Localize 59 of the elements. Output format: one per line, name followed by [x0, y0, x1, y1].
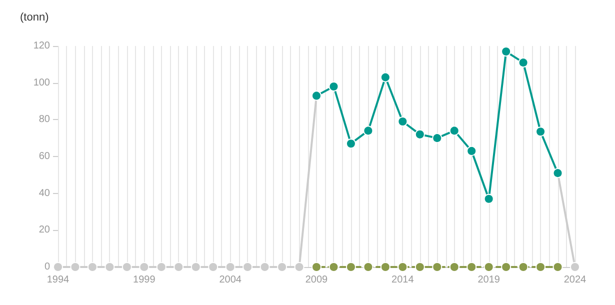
point [87, 262, 98, 272]
point [414, 129, 425, 140]
point [484, 194, 494, 204]
point [277, 262, 288, 272]
point [346, 138, 356, 149]
point [518, 262, 528, 272]
x-tick-label: 2014 [392, 274, 414, 286]
point [328, 82, 339, 92]
point [363, 262, 374, 272]
x-tick-label: 2009 [305, 274, 328, 286]
point [53, 262, 63, 272]
point [484, 262, 494, 272]
point [156, 262, 166, 272]
point [312, 262, 322, 272]
point [122, 262, 132, 272]
point [208, 262, 218, 272]
point [536, 262, 546, 272]
point [363, 126, 374, 136]
x-tick-label: 2024 [564, 274, 587, 286]
y-tick-label: 20 [38, 224, 50, 236]
y-tick-label: 60 [38, 151, 50, 162]
point [501, 262, 512, 272]
x-tick-label: 2004 [219, 274, 242, 286]
x-tick-label: 2019 [478, 274, 500, 286]
y-tick-label: 80 [38, 114, 50, 126]
y-tick-label: 40 [38, 188, 50, 199]
point [501, 46, 512, 57]
point [449, 262, 460, 272]
point [260, 262, 270, 272]
point [139, 262, 150, 272]
point [190, 262, 201, 272]
x-tick-label: 1994 [46, 274, 70, 286]
y-tick-label: 120 [33, 40, 50, 52]
point [328, 262, 339, 272]
point [536, 126, 546, 137]
point [570, 262, 580, 272]
point [225, 262, 236, 272]
point [432, 262, 442, 272]
point [380, 72, 390, 82]
point [432, 133, 442, 144]
point [398, 262, 408, 272]
point [466, 146, 477, 156]
y-axis-title: (tonn) [20, 12, 49, 24]
point [104, 262, 115, 272]
point [552, 262, 563, 272]
point [449, 126, 460, 136]
point [398, 116, 408, 127]
point [414, 262, 425, 272]
x-tick-label: 1999 [133, 274, 156, 286]
point [174, 262, 184, 272]
point [242, 262, 253, 272]
point [466, 262, 477, 272]
point [518, 58, 528, 68]
point [380, 262, 390, 272]
point [294, 262, 304, 272]
y-tick-label: 100 [33, 77, 50, 88]
point [346, 262, 356, 272]
y-tick-label: 0 [44, 262, 50, 272]
point [70, 262, 80, 272]
